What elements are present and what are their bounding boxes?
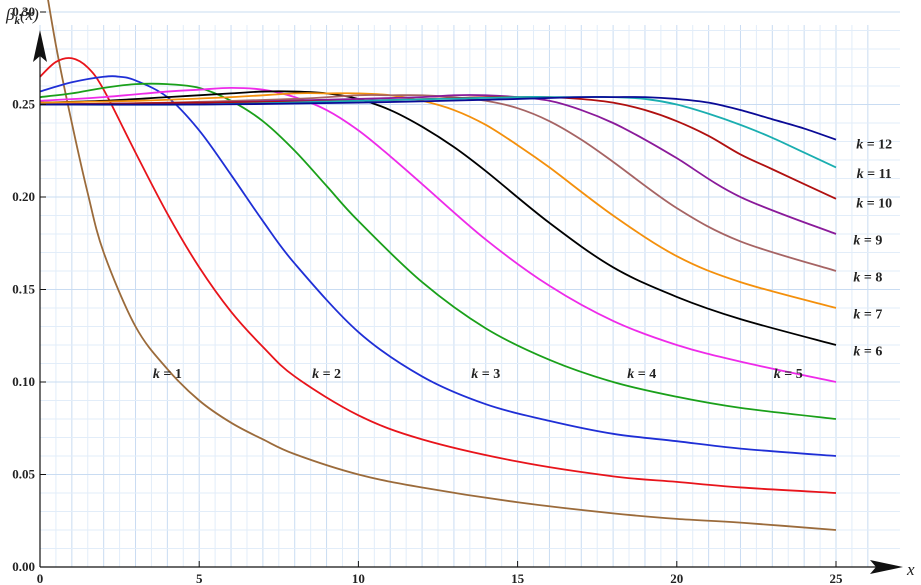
series-line-k1 bbox=[47, 0, 837, 531]
y-tick-label: 0.30 bbox=[12, 4, 35, 19]
series-line-k5 bbox=[39, 86, 837, 383]
series-line-k6 bbox=[39, 90, 837, 346]
series-line-k12 bbox=[39, 96, 837, 141]
x-tick-label: 15 bbox=[511, 571, 525, 585]
x-tick-label: 20 bbox=[670, 571, 683, 585]
series-lines bbox=[39, 0, 837, 531]
curve-label: k = 3 bbox=[471, 367, 500, 382]
curve-label: k = 5 bbox=[774, 367, 803, 382]
series-line-k2 bbox=[39, 57, 837, 494]
curve-label: k = 6 bbox=[853, 345, 882, 360]
curve-label: k = 10 bbox=[856, 197, 892, 212]
curve-label: k = 9 bbox=[853, 234, 882, 249]
curve-labels: k = 1 k = 2 k = 3 k = 4 k = 5 k = 6 k = 7 k = 8… bbox=[153, 137, 892, 381]
series-line-k7 bbox=[39, 92, 837, 309]
curve-label: k = 11 bbox=[857, 167, 892, 182]
x-tick-label: 25 bbox=[830, 571, 844, 585]
axes: x βk(x) bbox=[5, 5, 915, 579]
series-line-k4 bbox=[39, 82, 837, 420]
curve-label: k = 2 bbox=[312, 367, 341, 382]
y-tick-label: 0.10 bbox=[12, 374, 35, 389]
x-tick-label: 0 bbox=[37, 571, 44, 585]
y-axis-arrow-icon bbox=[33, 30, 47, 62]
y-tick-label: 0.20 bbox=[12, 189, 35, 204]
x-axis-arrow-icon bbox=[870, 560, 903, 574]
x-tick-label: 10 bbox=[352, 571, 365, 585]
y-tick-label: 0.15 bbox=[12, 282, 35, 297]
y-tick-label: 0.05 bbox=[12, 467, 35, 482]
y-tick-label: 0.00 bbox=[12, 559, 35, 574]
series-line-k3 bbox=[39, 75, 837, 457]
curve-label: k = 4 bbox=[627, 367, 656, 382]
curve-label: k = 1 bbox=[153, 367, 182, 382]
x-tick-labels: 0 5 10 15 20 25 bbox=[37, 561, 843, 585]
curve-label: k = 12 bbox=[856, 137, 892, 152]
y-axis-title: βk(x) bbox=[5, 5, 39, 27]
x-tick-label: 5 bbox=[196, 571, 203, 585]
curve-label: k = 7 bbox=[853, 308, 882, 323]
grid bbox=[39, 11, 900, 568]
y-tick-labels: 0.00 0.05 0.10 0.15 0.20 0.25 0.30 bbox=[12, 4, 46, 574]
curve-label: k = 8 bbox=[853, 271, 882, 286]
y-tick-label: 0.25 bbox=[12, 97, 35, 112]
x-axis-title: x bbox=[906, 560, 915, 579]
